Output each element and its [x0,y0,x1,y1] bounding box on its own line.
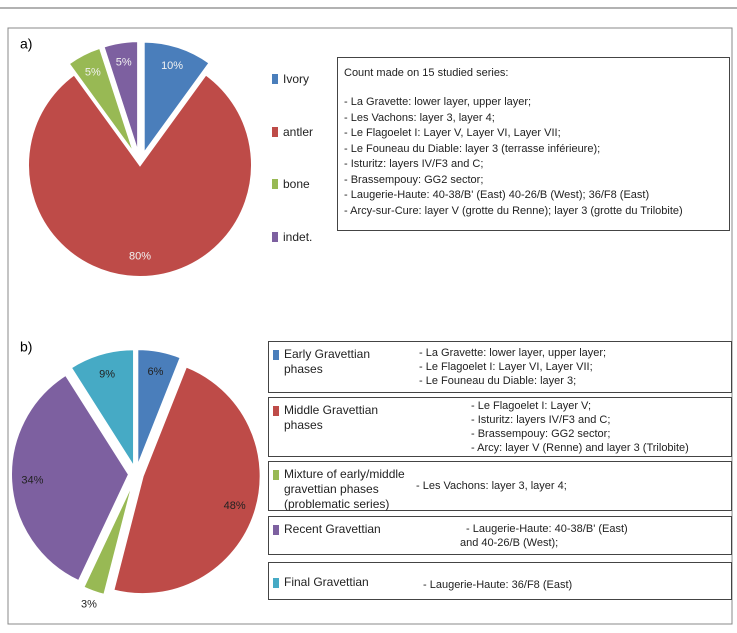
legend-box: Final Gravettian - Laugerie-Haute: 36/F8 … [268,562,732,600]
legend-detail: - Isturitz: layers IV/F3 and C; [471,414,611,426]
pie-slice [136,348,183,468]
legend-swatch [273,470,279,480]
note-line: - Les Vachons: layer 3, layer 4; [344,111,495,124]
pie-slice [67,46,136,155]
legend-detail: - Le Flagoelet I: Layer V; [471,400,592,412]
legend-detail: - Les Vachons: layer 3, layer 4; [416,480,567,492]
note-line: - Le Flagoelet I: Layer V, Layer VI, Lay… [344,127,561,139]
legend-box: Middle Gravettian phases - Le Flagoelet I… [268,397,732,457]
legend-swatch [273,406,279,416]
legend-label: Early Gravettian phases [284,347,371,376]
legend-detail: and 40-26/B (West); [460,536,559,549]
legend-detail: - Laugerie-Haute: 36/F8 (East) [423,579,573,591]
note-line: - Laugerie-Haute: 40-38/B' (East) 40-26/… [344,189,650,201]
slice-label: 5% [85,66,101,78]
legend-label: antler [283,124,314,139]
note-line: - Le Founeau du Diable: layer 3 (terrass… [344,142,601,155]
legend-detail: - Le Founeau du Diable: layer 3; [419,375,577,387]
note-line: - Brassempouy: GG2 sector; [344,173,484,186]
note-box: Count made on 15 studied series: - La Gra… [337,57,730,231]
legend-label: Ivory [283,72,310,86]
legend-detail: - La Gravette: lower layer, upper layer; [419,347,607,359]
legend-box: Mixture of early/middle gravettian phase… [268,461,732,511]
panel-label: a) [20,36,32,52]
note-line: - Arcy-sur-Cure: layer V (grotte du Renn… [344,204,683,217]
legend-label: indet. [283,229,313,244]
pie-slice [112,365,262,596]
note-line: - Isturitz: layers IV/F3 and C; [344,158,484,170]
legend-swatch [273,350,279,360]
legend-detail: - Arcy: layer V (Renne) and layer 3 (Tri… [471,442,689,454]
legend-detail: - Laugerie-Haute: 40-38/B' (East) [466,522,628,535]
legend-box: Early Gravettian phases - La Gravette: lo… [268,341,732,393]
pie-slice [102,40,140,154]
slice-label: 80% [129,251,151,263]
pie-slice [27,72,253,278]
pie-slice [10,373,131,583]
frame [7,27,733,625]
legend-label: Recent Gravettian [284,522,381,536]
slice-label: 3% [81,599,97,611]
panel-label: b) [20,339,32,355]
legend-label: Middle Gravettian phases [284,403,379,432]
legend-swatch [272,126,278,137]
legend-label: Mixture of early/middle gravettian phase… [284,467,405,511]
note-title: Count made on 15 studied series: [344,67,509,79]
note-line: - La Gravette: lower layer, upper layer; [344,96,532,108]
slice-label: 6% [147,366,163,378]
legend-label: bone [283,177,310,191]
legend-label: Final Gravettian [284,575,369,589]
slice-label: 10% [161,60,183,72]
legend-swatch [272,231,278,242]
legend-swatch [272,74,278,84]
slice-label: 48% [224,500,246,512]
legend-swatch [273,525,279,535]
legend-box: Recent Gravettian - Laugerie-Haute: 40-38… [268,516,732,555]
slice-label: 34% [21,474,43,486]
slice-label: 9% [99,368,115,380]
pie-slice [82,480,135,597]
legend-detail: - Brassempouy: GG2 sector; [471,428,611,440]
legend-swatch [272,179,278,189]
pie-slice [69,348,136,471]
slice-label: 5% [116,56,132,68]
legend-detail: - Le Flagoelet I: Layer VI, Layer VII; [419,361,593,373]
legend-swatch [273,578,279,588]
pie-slice [142,40,211,157]
